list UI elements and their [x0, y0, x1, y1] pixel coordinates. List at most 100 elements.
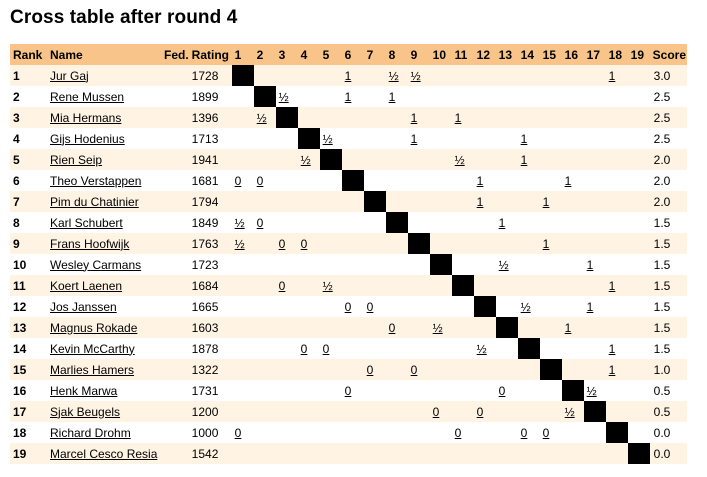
result-link[interactable]: ½: [388, 68, 399, 83]
result-link[interactable]: ½: [410, 68, 421, 83]
result-link[interactable]: 1: [608, 278, 616, 293]
player-name-link[interactable]: Koert Laenen: [50, 278, 123, 293]
result-cell: [495, 275, 518, 296]
player-name-link[interactable]: Frans Hoofwijk: [50, 236, 130, 251]
result-link[interactable]: 0: [388, 320, 396, 335]
player-name-link[interactable]: Richard Drohm: [50, 425, 131, 440]
result-cell: ½: [561, 401, 584, 422]
result-link[interactable]: 0: [278, 236, 286, 251]
result-link[interactable]: ½: [234, 236, 245, 251]
result-link[interactable]: 0: [278, 278, 286, 293]
player-rank: 13: [10, 317, 47, 338]
player-rating: 1899: [188, 86, 232, 107]
header-round-17: 17: [583, 44, 606, 65]
player-name-link[interactable]: Marcel Cesco Resia: [50, 446, 158, 461]
result-link[interactable]: 1: [388, 89, 396, 104]
result-link[interactable]: ½: [476, 341, 487, 356]
player-name-cell: Mia Hermans: [47, 107, 161, 128]
result-link[interactable]: 1: [586, 299, 594, 314]
player-name-link[interactable]: Karl Schubert: [50, 215, 123, 230]
result-link[interactable]: 1: [586, 257, 594, 272]
player-name-link[interactable]: Kevin McCarthy: [50, 341, 135, 356]
result-link[interactable]: 1: [542, 236, 550, 251]
result-cell: [297, 359, 320, 380]
result-cell: [583, 233, 606, 254]
result-link[interactable]: 0: [344, 299, 352, 314]
result-link[interactable]: 0: [410, 362, 418, 377]
result-link[interactable]: ½: [322, 278, 333, 293]
result-link[interactable]: 0: [498, 383, 506, 398]
result-cell: 0: [407, 359, 430, 380]
result-link[interactable]: ½: [564, 404, 575, 419]
player-name-link[interactable]: Wesley Carmans: [50, 257, 142, 272]
result-link[interactable]: ½: [256, 110, 267, 125]
player-name-link[interactable]: Jur Gaj: [50, 68, 89, 83]
result-link[interactable]: 0: [234, 425, 242, 440]
result-link[interactable]: ½: [234, 215, 245, 230]
self-cell: [341, 170, 364, 191]
result-link[interactable]: 1: [344, 89, 352, 104]
result-link[interactable]: 1: [564, 320, 572, 335]
result-link[interactable]: 0: [322, 341, 330, 356]
result-link[interactable]: ½: [454, 152, 465, 167]
result-cell: ½: [473, 338, 496, 359]
result-link[interactable]: ½: [586, 383, 597, 398]
player-name-link[interactable]: Rene Mussen: [50, 89, 125, 104]
result-link[interactable]: ½: [520, 299, 531, 314]
player-name-link[interactable]: Rien Seip: [50, 152, 103, 167]
player-name-link[interactable]: Jos Janssen: [50, 299, 117, 314]
player-name-link[interactable]: Henk Marwa: [50, 383, 118, 398]
result-link[interactable]: 1: [542, 194, 550, 209]
result-link[interactable]: 0: [366, 299, 374, 314]
result-link[interactable]: 1: [608, 341, 616, 356]
result-cell: [407, 86, 430, 107]
result-link[interactable]: 1: [564, 173, 572, 188]
player-name-link[interactable]: Pim du Chatinier: [50, 194, 139, 209]
result-link[interactable]: 1: [608, 362, 616, 377]
result-link[interactable]: 1: [454, 110, 462, 125]
result-link[interactable]: 0: [542, 425, 550, 440]
result-link[interactable]: ½: [322, 131, 333, 146]
result-link[interactable]: 1: [344, 68, 352, 83]
result-link[interactable]: 1: [476, 194, 484, 209]
result-cell: 0: [517, 422, 540, 443]
player-name-link[interactable]: Gijs Hodenius: [50, 131, 125, 146]
player-name-link[interactable]: Mia Hermans: [50, 110, 122, 125]
result-cell: [429, 422, 452, 443]
result-link[interactable]: ½: [278, 89, 289, 104]
result-cell: [253, 380, 276, 401]
result-link[interactable]: ½: [432, 320, 443, 335]
result-link[interactable]: 0: [300, 341, 308, 356]
player-name-cell: Pim du Chatinier: [47, 191, 161, 212]
result-link[interactable]: 0: [432, 404, 440, 419]
player-name-link[interactable]: Theo Verstappen: [50, 173, 142, 188]
result-cell: [517, 212, 540, 233]
player-score: 0.0: [649, 422, 687, 443]
result-link[interactable]: 1: [498, 215, 506, 230]
result-link[interactable]: ½: [300, 152, 311, 167]
result-link[interactable]: 0: [520, 425, 528, 440]
result-link[interactable]: 0: [344, 383, 352, 398]
result-link[interactable]: 1: [476, 173, 484, 188]
player-name-link[interactable]: Sjak Beugels: [50, 404, 121, 419]
result-link[interactable]: 0: [366, 362, 374, 377]
result-cell: ½: [385, 65, 408, 86]
result-link[interactable]: 0: [256, 173, 264, 188]
player-name-link[interactable]: Marlies Hamers: [50, 362, 135, 377]
result-link[interactable]: 0: [256, 215, 264, 230]
result-link[interactable]: 0: [300, 236, 308, 251]
result-cell: 0: [363, 296, 386, 317]
player-rank: 19: [10, 443, 47, 464]
result-link[interactable]: 0: [454, 425, 462, 440]
result-link[interactable]: ½: [498, 257, 509, 272]
result-link[interactable]: 0: [234, 173, 242, 188]
result-link[interactable]: 1: [520, 131, 528, 146]
result-link[interactable]: 1: [520, 152, 528, 167]
player-name-link[interactable]: Magnus Rokade: [50, 320, 138, 335]
result-link[interactable]: 1: [410, 131, 418, 146]
result-link[interactable]: 0: [476, 404, 484, 419]
header-round-9: 9: [407, 44, 430, 65]
result-cell: [473, 128, 496, 149]
result-link[interactable]: 1: [608, 68, 616, 83]
result-link[interactable]: 1: [410, 110, 418, 125]
